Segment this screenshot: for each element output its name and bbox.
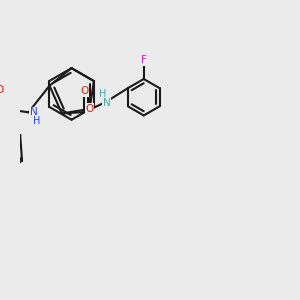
Text: O: O [85,104,94,114]
Text: F: F [141,55,147,65]
Text: N: N [30,107,38,117]
Text: O: O [0,85,4,95]
Text: N: N [103,98,111,108]
Text: H: H [99,89,106,99]
Text: H: H [33,116,40,126]
Text: O: O [80,86,88,96]
